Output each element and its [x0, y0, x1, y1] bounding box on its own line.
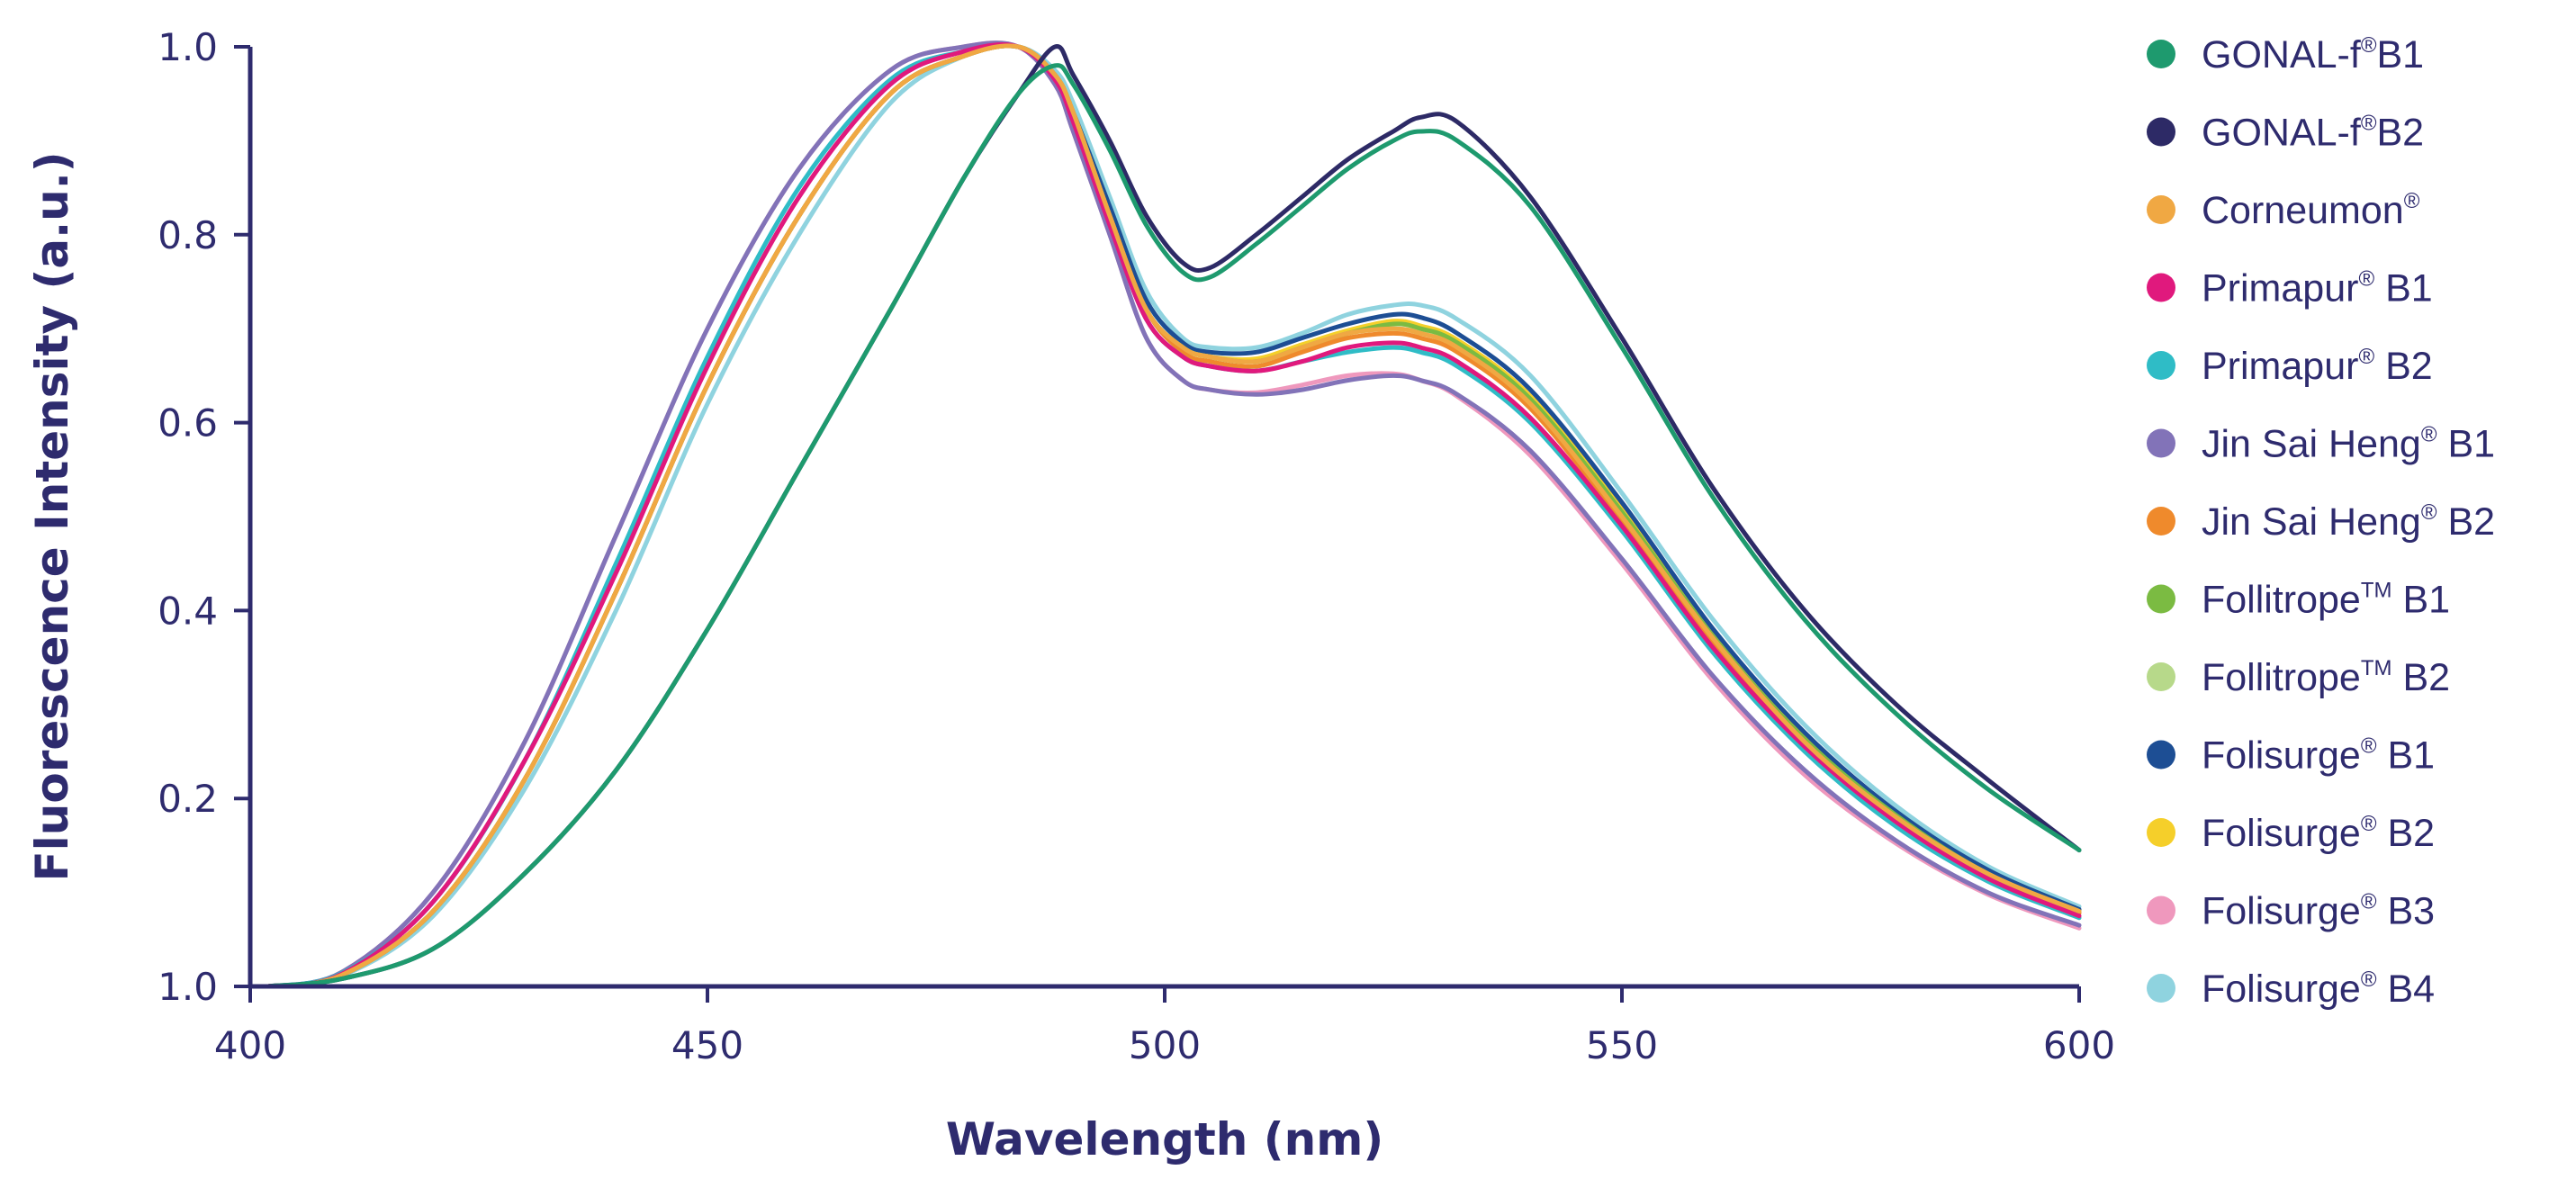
- legend-marker: [2147, 974, 2175, 1003]
- series-line-2: [266, 44, 2082, 989]
- series-line-9: [266, 43, 2082, 989]
- legend-marker: [2147, 662, 2175, 691]
- legend-marker: [2147, 273, 2175, 302]
- legend: GONAL-f®B1 GONAL-f®B2 Corneumon® Primapur® …: [2147, 33, 2495, 1011]
- series-line-1: [266, 63, 2082, 989]
- series-line-11: [266, 43, 2082, 989]
- y-tick-label: 1.0: [158, 25, 218, 69]
- legend-item: Corneumon®: [2147, 189, 2420, 232]
- series-line-8: [266, 43, 2082, 989]
- legend-item: Primapur® B1: [2147, 267, 2433, 310]
- legend-item: GONAL-f®B2: [2147, 112, 2424, 155]
- y-tick-label: 0.6: [158, 401, 218, 446]
- series-line-3: [266, 43, 2082, 989]
- series-line-7: [266, 43, 2082, 989]
- series-line-5: [266, 42, 2082, 989]
- y-tick-label: 0.8: [158, 213, 218, 257]
- legend-marker: [2147, 428, 2175, 458]
- ticks: 400 450 500 550 600 1.0 0.2 0.4 0.6 0.8 1.0: [158, 25, 2115, 1067]
- legend-label: Corneumon®: [2202, 189, 2420, 232]
- legend-marker: [2147, 507, 2175, 536]
- legend-item: Folisurge® B3: [2147, 890, 2435, 933]
- plot-lines: [266, 40, 2082, 989]
- legend-item: FollitropeTM B2: [2147, 656, 2450, 699]
- series-line-13: [266, 43, 2082, 989]
- legend-label: Primapur® B1: [2202, 267, 2433, 310]
- legend-label: Folisurge® B3: [2202, 890, 2435, 933]
- legend-marker: [2147, 584, 2175, 614]
- legend-marker: [2147, 740, 2175, 770]
- legend-item: Jin Sai Heng® B2: [2147, 500, 2495, 544]
- legend-marker: [2147, 40, 2175, 68]
- legend-item: Folisurge® B1: [2147, 734, 2435, 778]
- legend-label: GONAL-f®B2: [2202, 112, 2424, 155]
- y-tick-label: 0.2: [158, 777, 218, 821]
- legend-item: Folisurge® B2: [2147, 812, 2435, 855]
- series-line-6: [266, 40, 2082, 989]
- legend-label: Jin Sai Heng® B2: [2202, 500, 2495, 544]
- x-tick-label: 450: [671, 1023, 743, 1067]
- x-axis-title: Wavelength (nm): [946, 1113, 1383, 1166]
- y-axis-title: Fluorescence Intensity (a.u.): [26, 151, 78, 881]
- legend-item: Jin Sai Heng® B1: [2147, 423, 2495, 466]
- legend-label: Jin Sai Heng® B1: [2202, 423, 2495, 466]
- legend-label: FollitropeTM B1: [2202, 579, 2450, 622]
- legend-item: Primapur® B2: [2147, 345, 2433, 388]
- series-line-10: [266, 43, 2082, 989]
- legend-marker: [2147, 818, 2175, 847]
- legend-label: FollitropeTM B2: [2202, 656, 2450, 699]
- axes: [248, 47, 2079, 989]
- legend-item: FollitropeTM B1: [2147, 579, 2450, 622]
- legend-label: Primapur® B2: [2202, 345, 2433, 388]
- y-tick-label: 1.0: [158, 965, 218, 1009]
- x-tick-label: 500: [1129, 1023, 1201, 1067]
- legend-label: Folisurge® B1: [2202, 734, 2435, 778]
- y-tick-label: 0.4: [158, 589, 218, 633]
- legend-item: GONAL-f®B1: [2147, 33, 2424, 76]
- legend-marker: [2147, 117, 2175, 147]
- legend-marker: [2147, 896, 2175, 925]
- x-tick-label: 400: [214, 1023, 286, 1067]
- legend-label: Folisurge® B4: [2202, 968, 2435, 1011]
- legend-item: Folisurge® B4: [2147, 968, 2435, 1011]
- legend-label: GONAL-f®B1: [2202, 33, 2424, 76]
- legend-marker: [2147, 195, 2175, 224]
- x-tick-label: 600: [2043, 1023, 2115, 1067]
- legend-label: Folisurge® B2: [2202, 812, 2435, 855]
- x-tick-label: 550: [1586, 1023, 1658, 1067]
- series-line-4: [266, 42, 2082, 989]
- legend-marker: [2147, 351, 2175, 380]
- series-line-12: [266, 40, 2082, 989]
